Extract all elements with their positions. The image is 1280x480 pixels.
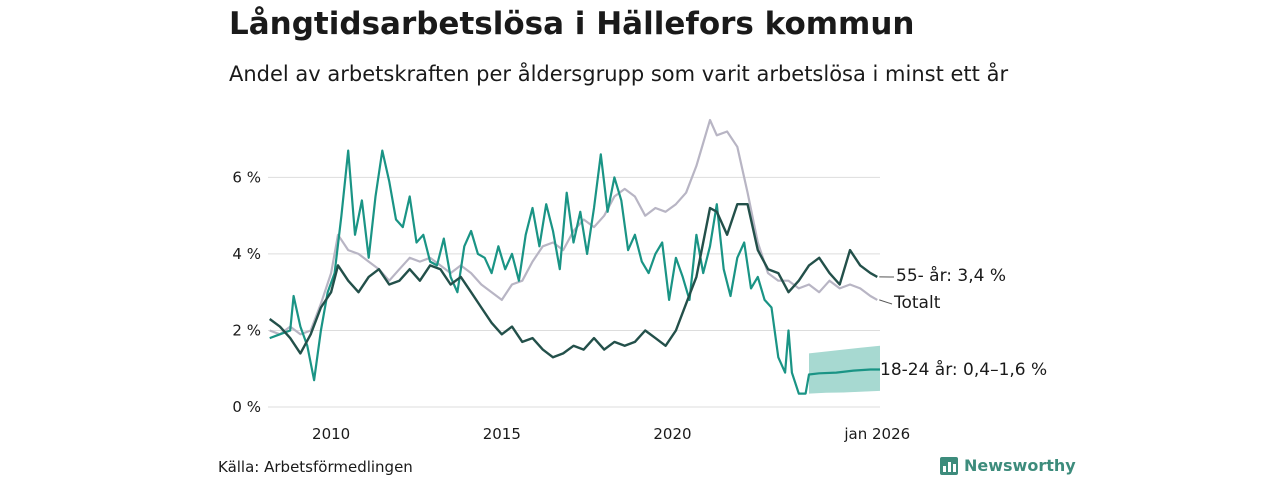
y-tick-label: 0 % [232, 398, 261, 416]
chart-title: Långtidsarbetslösa i Hällefors kommun [229, 6, 915, 42]
chart-subtitle: Andel av arbetskraften per åldersgrupp s… [229, 62, 1009, 86]
series-18-24-end-label: 18-24 år: 0,4–1,6 % [880, 359, 1047, 380]
brand-logo: Newsworthy [940, 456, 1076, 475]
brand-name: Newsworthy [964, 456, 1076, 475]
series-55-line [268, 203, 878, 359]
y-tick-label: 2 % [232, 321, 261, 339]
x-tick-label: 2015 [483, 425, 521, 443]
x-tick-label: jan 2026 [843, 425, 910, 443]
series-18-24-uncertainty-band [809, 345, 880, 394]
y-tick-label: 6 % [232, 168, 261, 186]
bar-chart-icon [940, 456, 958, 475]
series-total-line [269, 118, 878, 336]
series-18-24-line [269, 149, 880, 395]
series-total-leader-line [879, 299, 893, 305]
series-total-end-label: Totalt [893, 293, 941, 313]
y-tick-label: 4 % [232, 245, 261, 263]
x-tick-label: 2020 [653, 425, 691, 443]
series-55-end-label: 55- år: 3,4 % [896, 265, 1006, 286]
x-tick-label: 2010 [312, 425, 350, 443]
source-note: Källa: Arbetsförmedlingen [218, 458, 413, 476]
